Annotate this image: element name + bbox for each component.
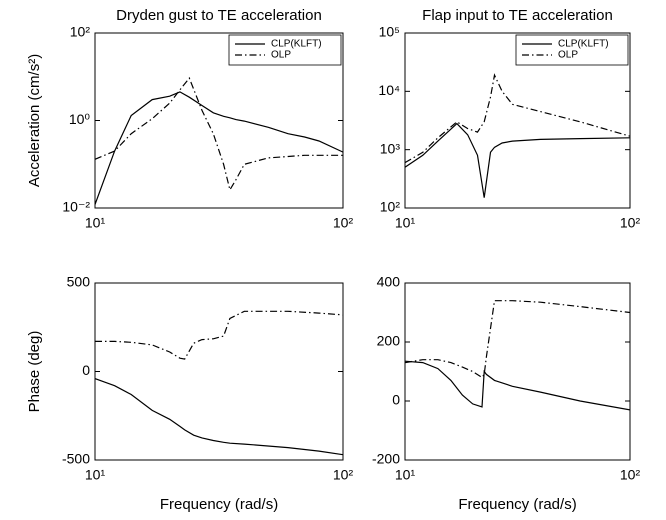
series-line xyxy=(405,73,630,164)
series-line xyxy=(405,300,630,379)
y-tick-label: 10⁵ xyxy=(379,24,400,40)
x-tick-label: 10¹ xyxy=(85,215,106,231)
y-tick-label: 10² xyxy=(380,199,401,215)
subplot: 10¹ 10² 10⁻² 10⁰ 10² Dryden gust to TE accele… xyxy=(26,7,353,231)
y-tick-label: -500 xyxy=(62,451,90,467)
x-tick-label: 10² xyxy=(333,215,354,231)
x-tick-label: 10² xyxy=(333,467,354,483)
y-axis-label: Phase (deg) xyxy=(26,331,43,413)
legend-label: CLP(KLFT) xyxy=(271,39,322,50)
legend-box xyxy=(515,34,629,66)
axes-box xyxy=(404,32,631,209)
subplot-title: Dryden gust to TE acceleration xyxy=(116,7,322,24)
legend: CLP(KLFT)OLP xyxy=(228,34,342,66)
subplot: 10¹ 10² -500 0 500 Frequency (rad/s) Phase (de… xyxy=(26,274,353,513)
legend: CLP(KLFT)OLP xyxy=(515,34,629,66)
legend-box xyxy=(228,34,342,66)
series-line xyxy=(405,122,630,198)
y-tick-label: 0 xyxy=(82,362,90,378)
y-tick-label: 200 xyxy=(377,333,401,349)
series-line xyxy=(405,360,630,411)
x-tick-label: 10¹ xyxy=(395,467,416,483)
legend-label: OLP xyxy=(558,50,578,61)
y-tick-label: 10² xyxy=(70,24,91,40)
series-line xyxy=(95,378,343,456)
series-line xyxy=(95,91,343,205)
x-tick-label: 10² xyxy=(620,467,641,483)
subplot: 10¹ 10² -200 0 200 400 Frequency (rad/s) xyxy=(372,274,640,513)
series-line xyxy=(95,310,343,360)
y-tick-label: -200 xyxy=(372,451,400,467)
x-axis-label: Frequency (rad/s) xyxy=(160,496,278,513)
x-tick-label: 10¹ xyxy=(395,215,416,231)
legend-label: OLP xyxy=(271,50,291,61)
y-tick-label: 10³ xyxy=(380,140,401,156)
axes-box xyxy=(404,282,631,461)
y-tick-label: 500 xyxy=(67,274,91,290)
legend-label: CLP(KLFT) xyxy=(558,39,609,50)
series-line xyxy=(95,76,343,192)
x-tick-label: 10² xyxy=(620,215,641,231)
axes-box xyxy=(94,282,344,461)
y-tick-label: 400 xyxy=(377,274,401,290)
x-axis-label: Frequency (rad/s) xyxy=(458,496,576,513)
y-tick-label: 10⁻² xyxy=(62,199,90,215)
subplot-title: Flap input to TE acceleration xyxy=(422,7,613,24)
x-tick-label: 10¹ xyxy=(85,467,106,483)
y-tick-label: 10⁴ xyxy=(378,82,400,98)
y-axis-label: Acceleration (cm/s²) xyxy=(26,54,43,187)
y-tick-label: 10⁰ xyxy=(69,111,91,127)
y-tick-label: 0 xyxy=(392,392,400,408)
